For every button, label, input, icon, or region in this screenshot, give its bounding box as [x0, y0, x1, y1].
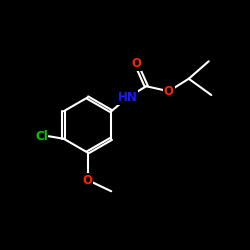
Text: O: O: [82, 174, 92, 186]
Text: HN: HN: [118, 91, 138, 104]
Text: O: O: [131, 57, 141, 70]
Text: O: O: [164, 85, 174, 98]
Text: Cl: Cl: [35, 130, 48, 143]
